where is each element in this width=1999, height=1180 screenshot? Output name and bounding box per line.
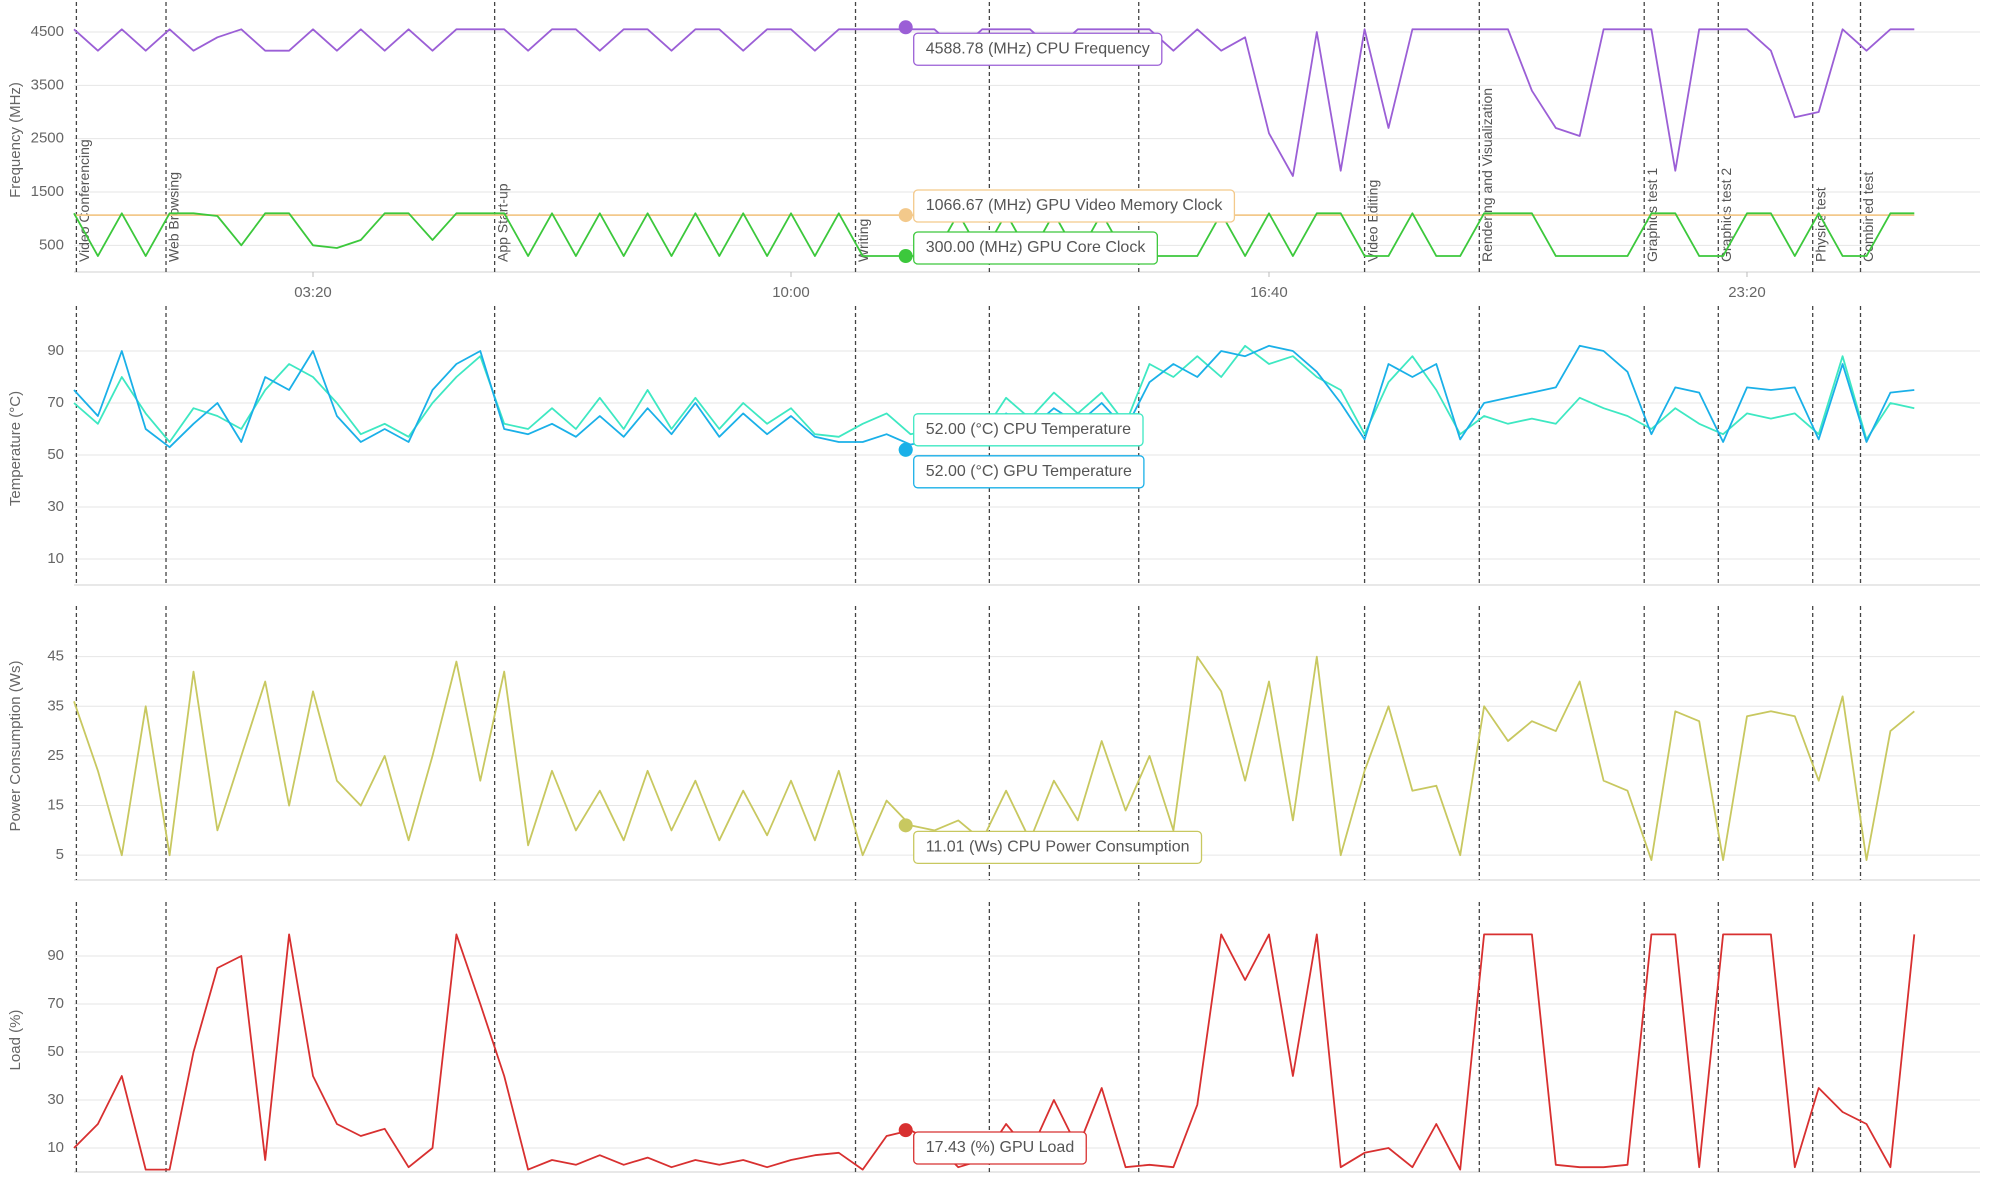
hover-dot xyxy=(898,20,913,35)
series-line xyxy=(73,655,1915,861)
y-tick-label: 1500 xyxy=(31,183,64,200)
x-tick-label: 03:20 xyxy=(294,284,332,301)
y-tick-label: 10 xyxy=(47,550,64,567)
tooltip-box xyxy=(913,1131,1087,1165)
tooltip-box xyxy=(913,32,1163,66)
tooltip-text: 300.00 (MHz) GPU Core Clock xyxy=(926,239,1147,256)
event-label: Video Editing xyxy=(1364,180,1380,262)
tooltip-box xyxy=(913,413,1144,447)
y-tick-label: 15 xyxy=(47,797,64,814)
tooltip-box xyxy=(913,455,1145,489)
event-label: Physics test xyxy=(1812,187,1828,262)
event-label: Web Browsing xyxy=(166,172,182,262)
tooltip-text: 11.01 (Ws) CPU Power Consumption xyxy=(926,839,1190,856)
y-tick-label: 45 xyxy=(47,648,64,665)
tooltip-box xyxy=(913,830,1203,865)
tooltip-text: 52.00 (°C) CPU Temperature xyxy=(926,421,1131,438)
y-tick-label: 90 xyxy=(47,947,64,964)
y-axis-title: Power Consumption (Ws) xyxy=(7,661,24,832)
tooltip-text: 4588.78 (MHz) CPU Frequency xyxy=(926,40,1150,57)
event-label: Rendering and Visualization xyxy=(1479,88,1495,262)
y-tick-label: 4500 xyxy=(31,23,64,40)
y-tick-label: 50 xyxy=(47,446,64,463)
y-tick-label: 10 xyxy=(47,1139,64,1156)
hover-dot xyxy=(898,249,913,263)
y-tick-label: 90 xyxy=(47,342,64,359)
event-label: App Start-up xyxy=(494,183,510,262)
hover-dot xyxy=(898,208,913,223)
tooltip-box xyxy=(913,231,1158,265)
hover-dot xyxy=(898,442,913,457)
series-line xyxy=(73,28,1915,177)
hover-dot xyxy=(898,1123,913,1138)
event-label: Combined test xyxy=(1860,172,1876,262)
hover-dot xyxy=(898,818,913,833)
event-label: Video Conferencing xyxy=(76,139,92,262)
tooltip-text: 17.43 (%) GPU Load xyxy=(926,1139,1075,1156)
y-tick-label: 50 xyxy=(47,1043,64,1060)
y-tick-label: 500 xyxy=(39,236,64,253)
y-tick-label: 2500 xyxy=(31,130,64,147)
y-tick-label: 70 xyxy=(47,995,64,1012)
panel: 5 15 25 35 45 Power Consumption (Ws) 11.01 (Ws… xyxy=(7,606,1980,881)
y-axis-title: Load (%) xyxy=(7,1010,24,1071)
y-tick-label: 70 xyxy=(47,394,64,411)
x-tick-label: 23:20 xyxy=(1728,284,1766,301)
y-tick-label: 5 xyxy=(56,846,64,863)
tooltip-text: 52.00 (°C) GPU Temperature xyxy=(926,463,1132,480)
x-tick-label: 10:00 xyxy=(772,284,810,301)
y-tick-label: 35 xyxy=(47,697,64,714)
y-tick-label: 30 xyxy=(47,1091,64,1108)
panel: 10 30 50 70 90 Temperature (°C) 52.00 (°C) CPU… xyxy=(7,306,1980,586)
y-tick-label: 25 xyxy=(47,747,64,764)
y-tick-label: 3500 xyxy=(31,76,64,93)
y-axis-title: Temperature (°C) xyxy=(7,391,24,506)
tooltip-text: 1066.67 (MHz) GPU Video Memory Clock xyxy=(926,197,1224,214)
x-tick-label: 16:40 xyxy=(1250,284,1288,301)
y-axis-title: Frequency (MHz) xyxy=(7,82,24,198)
panel: 500 1500 2500 3500 4500 Frequency (MHz) 03:20 1… xyxy=(7,2,1980,301)
y-tick-label: 30 xyxy=(47,498,64,515)
panel: 10 30 50 70 90 Load (%) 17.43 (%) GPU Load xyxy=(7,902,1980,1173)
tooltip-box xyxy=(913,189,1236,223)
